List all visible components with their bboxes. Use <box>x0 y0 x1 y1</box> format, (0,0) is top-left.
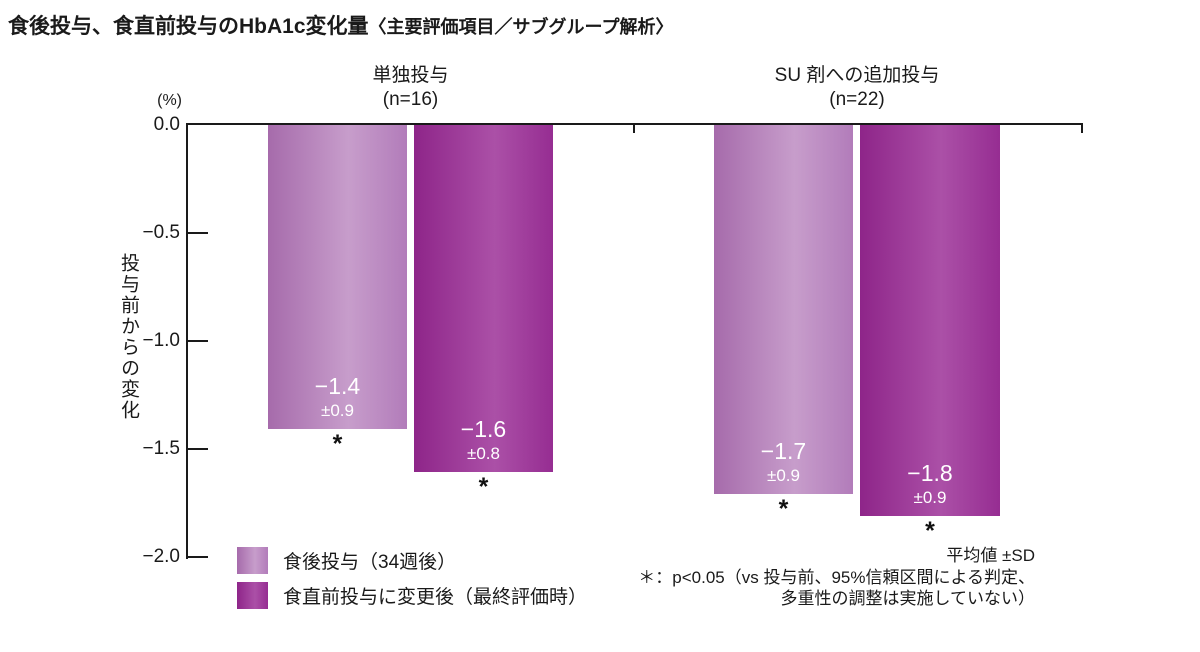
group-divider-tick <box>633 123 635 133</box>
significance-asterisk: * <box>778 495 789 523</box>
chart-title-sub: 〈主要評価項目／サブグループ解析〉 <box>368 17 674 37</box>
group-label: SU 剤への追加投与 <box>774 65 940 86</box>
significance-asterisk: * <box>332 430 343 458</box>
y-tick-mark <box>188 340 208 342</box>
bar-value-label: −1.6 ±0.8 <box>460 416 507 463</box>
group-n: (n=22) <box>829 89 885 110</box>
y-tick-mark <box>188 448 208 450</box>
group-header-su-addon: SU 剤への追加投与 (n=22) <box>714 64 1000 112</box>
bar-rect: −1.4 ±0.9 <box>268 125 407 429</box>
chart-title-main: 食後投与、食直前投与のHbA1c変化量 <box>8 15 369 38</box>
ytick--1.0: −1.0 <box>142 330 180 351</box>
y-axis-line <box>186 123 188 559</box>
y-axis-title: 投与前からの変化 <box>118 253 139 421</box>
bar-su-addon-postmeal: −1.7 ±0.9 * <box>714 125 853 522</box>
footnote-block: 平均値 ±SD ＊：p<0.05（vs 投与前、95%信頼区間による判定、 多重… <box>555 545 1035 610</box>
y-tick-mark <box>188 232 208 234</box>
ytick--2.0: −2.0 <box>142 546 180 567</box>
bar-su-addon-premeal: −1.8 ±0.9 * <box>860 125 1000 544</box>
group-label: 単独投与 <box>372 65 449 86</box>
y-tick-mark <box>188 556 208 558</box>
legend-swatch-dark <box>237 582 268 609</box>
bar-value-label: −1.8 ±0.9 <box>907 460 953 507</box>
bar-rect: −1.8 ±0.9 <box>860 125 1000 516</box>
axis-end-tick <box>1081 123 1083 133</box>
footnote-pvalue: ＊：p<0.05（vs 投与前、95%信頼区間による判定、 <box>638 567 1035 587</box>
legend-item-premeal: 食直前投与に変更後（最終評価時） <box>237 582 587 609</box>
bar-monotherapy-premeal: −1.6 ±0.8 * <box>414 125 553 500</box>
chart-title: 食後投与、食直前投与のHbA1c変化量〈主要評価項目／サブグループ解析〉 <box>8 10 673 40</box>
ytick-0.0: 0.0 <box>153 114 180 135</box>
group-n: (n=16) <box>382 89 439 110</box>
footnote-mean-sd: 平均値 ±SD <box>946 546 1035 565</box>
y-axis-unit: (%) <box>157 92 182 109</box>
legend-label: 食後投与（34週後） <box>283 552 457 573</box>
bar-value-label: −1.7 ±0.9 <box>760 438 807 485</box>
ytick--0.5: −0.5 <box>142 222 180 243</box>
significance-asterisk: * <box>925 517 935 545</box>
footnote-multiplicity: 多重性の調整は実施していない） <box>780 589 1036 608</box>
ytick--1.5: −1.5 <box>142 438 180 459</box>
bar-rect: −1.7 ±0.9 <box>714 125 853 494</box>
bar-value-label: −1.4 ±0.9 <box>314 373 361 420</box>
legend-label: 食直前投与に変更後（最終評価時） <box>283 587 588 608</box>
legend-item-postmeal: 食後投与（34週後） <box>237 547 456 574</box>
legend-swatch-light <box>237 547 268 574</box>
bar-monotherapy-postmeal: −1.4 ±0.9 * <box>268 125 407 457</box>
significance-asterisk: * <box>478 473 489 501</box>
group-header-monotherapy: 単独投与 (n=16) <box>268 64 553 112</box>
bar-rect: −1.6 ±0.8 <box>414 125 553 472</box>
